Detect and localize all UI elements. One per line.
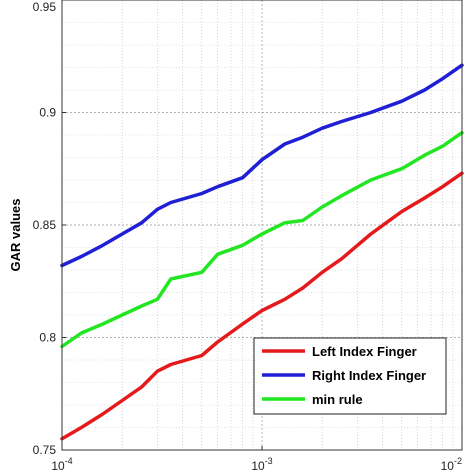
series-line-min-rule	[60, 130, 464, 349]
legend-label: Right Index Finger	[312, 368, 426, 383]
y-tick-label: 0.8	[39, 331, 56, 345]
x-tick-label: 10-4	[51, 456, 72, 473]
y-tick-label: 0.75	[33, 443, 57, 457]
x-tick-label: 10-3	[251, 456, 272, 473]
series-line-right-index-finger	[60, 63, 464, 268]
legend-label: Left Index Finger	[312, 344, 417, 359]
x-tick-label: 10-2	[441, 456, 462, 473]
y-tick-label: 0.85	[33, 218, 57, 232]
y-tick-label: 0.9	[39, 106, 56, 120]
y-axis-ticks: 0.75 0.8 0.85 0.9 0.95	[33, 0, 66, 457]
y-axis-label: GAR values	[8, 199, 23, 272]
legend-label: min rule	[312, 392, 363, 407]
x-axis-ticks: 10-4 10-3 10-2	[51, 446, 463, 473]
series-layer	[60, 63, 464, 441]
y-tick-label: 0.95	[33, 0, 57, 14]
series-line-left-index-finger	[60, 171, 464, 441]
legend: Left Index Finger Right Index Finger min r…	[253, 337, 447, 415]
